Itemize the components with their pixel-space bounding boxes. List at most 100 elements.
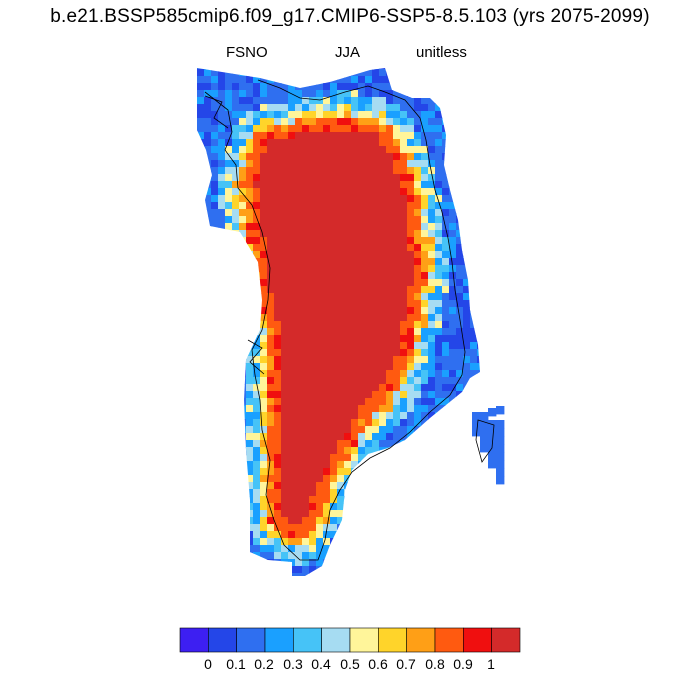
map-cell xyxy=(421,307,429,315)
map-cell xyxy=(274,223,282,231)
map-cell xyxy=(477,321,480,329)
map-cell xyxy=(358,307,366,315)
map-cell xyxy=(358,559,366,567)
map-cell xyxy=(421,580,429,588)
map-cell xyxy=(484,139,492,147)
map-cell xyxy=(365,314,373,322)
map-cell xyxy=(428,363,436,371)
map-cell xyxy=(344,279,352,287)
map-cell xyxy=(477,167,480,175)
map-cell xyxy=(316,223,324,231)
map-cell xyxy=(442,314,450,322)
map-cell xyxy=(302,398,310,406)
map-cell xyxy=(386,237,394,245)
map-cell xyxy=(344,321,352,329)
map-cell xyxy=(463,433,471,441)
map-cell xyxy=(407,419,415,427)
map-cell xyxy=(379,160,387,168)
map-cell xyxy=(316,174,324,182)
map-cell xyxy=(197,125,205,133)
map-cell xyxy=(421,335,429,343)
map-cell xyxy=(197,328,205,336)
map-cell xyxy=(449,398,457,406)
map-cell xyxy=(463,76,471,84)
map-cell xyxy=(323,454,331,462)
map-cell xyxy=(358,76,366,84)
map-cell xyxy=(442,195,450,203)
map-cell xyxy=(225,517,233,525)
map-cell xyxy=(407,272,415,280)
map-cell xyxy=(197,426,198,434)
map-cell xyxy=(274,517,282,525)
map-cell xyxy=(253,195,261,203)
map-cell xyxy=(470,237,478,245)
map-cell xyxy=(316,517,324,525)
map-cell xyxy=(386,307,394,315)
map-cell xyxy=(330,517,338,525)
map-cell xyxy=(232,153,240,161)
map-cell xyxy=(428,433,436,441)
map-cell xyxy=(330,573,338,576)
map-cell xyxy=(470,510,478,518)
map-cell xyxy=(484,468,492,476)
map-cell xyxy=(211,111,219,119)
map-cell xyxy=(323,538,331,546)
map-cell xyxy=(218,573,226,576)
map-cell xyxy=(379,174,387,182)
map-cell xyxy=(281,111,289,119)
map-cell xyxy=(218,90,226,98)
map-cell xyxy=(316,251,324,259)
map-cell xyxy=(330,538,338,546)
map-cell xyxy=(211,363,219,371)
map-cell xyxy=(449,230,457,238)
map-cell xyxy=(386,223,394,231)
map-cell xyxy=(463,251,471,259)
map-cell xyxy=(414,153,422,161)
map-cell xyxy=(477,349,480,357)
map-cell xyxy=(323,384,331,392)
map-cell xyxy=(204,153,212,161)
map-cell xyxy=(218,468,226,476)
map-cell xyxy=(246,538,254,546)
map-cell xyxy=(218,524,226,532)
map-cell xyxy=(218,321,226,329)
map-cell xyxy=(351,538,359,546)
map-cell xyxy=(372,286,380,294)
map-cell xyxy=(225,265,233,273)
map-cell xyxy=(386,251,394,259)
map-cell xyxy=(421,83,429,91)
map-cell xyxy=(197,517,198,525)
map-cell xyxy=(463,132,471,140)
map-cell xyxy=(484,76,492,84)
map-cell xyxy=(281,412,289,420)
map-cell xyxy=(197,167,205,175)
map-cell xyxy=(197,293,198,301)
map-cell xyxy=(232,272,240,280)
map-cell xyxy=(253,68,261,70)
map-cell xyxy=(393,202,401,210)
map-cell xyxy=(358,244,366,252)
map-cell xyxy=(337,510,345,518)
map-cell xyxy=(379,68,387,70)
map-cell xyxy=(225,580,233,588)
map-cell xyxy=(232,475,240,483)
map-cell xyxy=(449,440,457,448)
map-cell xyxy=(372,370,380,378)
map-cell xyxy=(407,188,415,196)
map-cell xyxy=(239,573,247,576)
map-cell xyxy=(358,83,366,91)
map-cell xyxy=(386,328,394,336)
map-cell xyxy=(295,258,303,266)
map-cell xyxy=(470,97,478,105)
map-cell xyxy=(295,524,303,532)
map-cell xyxy=(456,531,464,539)
map-cell xyxy=(295,195,303,203)
map-cell xyxy=(309,153,317,161)
map-cell xyxy=(274,356,282,364)
map-cell xyxy=(211,68,219,70)
map-cell xyxy=(232,447,240,455)
map-cell xyxy=(470,244,478,252)
map-cell xyxy=(344,377,352,385)
map-cell xyxy=(316,503,324,511)
map-cell xyxy=(351,328,359,336)
